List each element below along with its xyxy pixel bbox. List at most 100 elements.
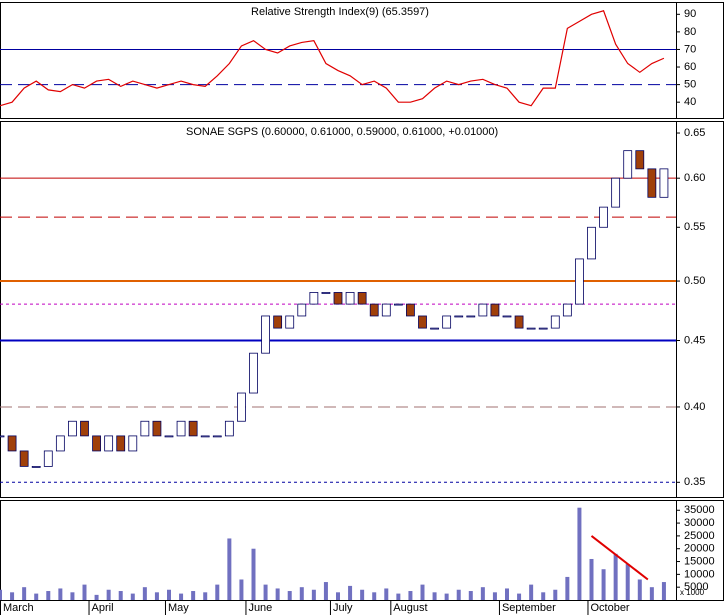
candle-body	[80, 420, 89, 437]
candle-body	[478, 303, 488, 317]
volume-bar	[517, 593, 522, 600]
candle-body	[261, 315, 270, 354]
volume-bar	[311, 589, 316, 600]
candle-body	[7, 435, 17, 452]
candle-body	[285, 315, 295, 329]
rsi-line	[0, 10, 665, 107]
volume-bar	[408, 591, 413, 600]
y-tick-label: 30000	[684, 517, 715, 529]
candle-body	[212, 435, 222, 438]
candle-body	[297, 303, 307, 317]
y-tick-label: 50	[684, 79, 696, 91]
candle-body	[333, 292, 343, 305]
volume-bar	[589, 558, 594, 600]
y-tick-label: 0.60	[684, 172, 705, 184]
candle-body	[647, 168, 657, 198]
x-tick-label: March	[3, 602, 34, 614]
volume-bar	[613, 553, 618, 600]
x-tick-label: June	[248, 602, 272, 614]
candle-body	[55, 435, 65, 452]
candle-body	[43, 450, 53, 467]
candle-body	[249, 352, 258, 394]
volume-bar	[432, 592, 437, 600]
volume-bar	[420, 584, 425, 600]
y-tick-label: 20000	[684, 543, 715, 555]
candle-body	[490, 303, 500, 317]
volume-bar	[336, 592, 340, 600]
candle-body	[623, 150, 633, 179]
volume-bar	[601, 569, 606, 600]
volume-bar	[0, 589, 2, 600]
candle-body	[0, 435, 5, 438]
volume-bar	[70, 592, 75, 600]
y-tick-label: 80	[684, 26, 696, 38]
y-tick-label: 0.40	[684, 401, 705, 413]
volume-bar	[396, 593, 401, 600]
candle-body	[357, 292, 367, 305]
candle-body	[369, 303, 379, 317]
volume-bar	[625, 564, 630, 600]
candle-body	[502, 315, 512, 318]
volume-bar	[468, 591, 473, 600]
candle-body	[164, 435, 174, 438]
volume-bar	[191, 591, 196, 600]
x-tick-label: April	[92, 602, 114, 614]
y-tick-label: 70	[684, 43, 696, 55]
candle-body	[611, 177, 621, 208]
y-tick-label: 0.55	[684, 221, 705, 233]
candle-body	[104, 435, 114, 452]
volume-bar	[661, 582, 666, 600]
volume-bar	[384, 588, 389, 600]
candle-body	[200, 435, 210, 438]
volume-bar	[541, 592, 546, 600]
volume-bar	[215, 584, 220, 600]
volume-bar	[299, 587, 304, 600]
y-tick-label: 40	[684, 96, 696, 108]
volume-bar	[565, 576, 570, 600]
y-tick-label: 5000	[684, 581, 708, 593]
candle-body	[430, 327, 439, 330]
volume-bar	[34, 593, 39, 600]
candle-body	[466, 315, 476, 318]
candle-body	[514, 315, 524, 329]
volume-bar	[553, 589, 558, 600]
candle-body	[393, 303, 403, 306]
candle-body	[587, 226, 596, 260]
y-tick-label: 10000	[684, 568, 715, 580]
candle-body	[562, 303, 572, 317]
chart-title: Relative Strength Index(9) (65.3597)	[251, 6, 429, 18]
volume-bar	[480, 587, 485, 600]
candle-body	[406, 303, 415, 317]
candle-body	[31, 466, 41, 468]
candle-body	[635, 150, 645, 170]
volume-bar	[275, 588, 280, 600]
candle-body	[599, 206, 608, 228]
candle-body	[152, 420, 162, 437]
candle-body	[418, 315, 427, 329]
volume-bar	[637, 579, 642, 600]
volume-bar	[22, 587, 27, 600]
x-tick-label: July	[333, 602, 353, 614]
candle-body	[659, 168, 669, 198]
candle-body	[575, 258, 584, 305]
volume-bar	[348, 585, 353, 600]
y-tick-label: 0.35	[684, 476, 705, 488]
volume-bar	[239, 579, 244, 600]
candle-body	[224, 420, 234, 437]
chart-title: SONAE SGPS (0.60000, 0.61000, 0.59000, 0…	[186, 126, 498, 138]
volume-bar	[58, 588, 63, 600]
candle-body	[188, 420, 198, 437]
volume-bar	[456, 589, 461, 600]
x-tick-label: August	[393, 602, 427, 614]
volume-bar	[287, 591, 292, 600]
y-tick-label: 15000	[684, 555, 715, 567]
volume-bar	[154, 592, 159, 600]
y-tick-label: 35000	[684, 504, 715, 516]
y-tick-label: 25000	[684, 530, 715, 542]
y-tick-label: 0.50	[684, 275, 705, 287]
candle-body	[381, 303, 391, 317]
volume-bar	[649, 587, 654, 600]
candle-body	[92, 435, 101, 452]
